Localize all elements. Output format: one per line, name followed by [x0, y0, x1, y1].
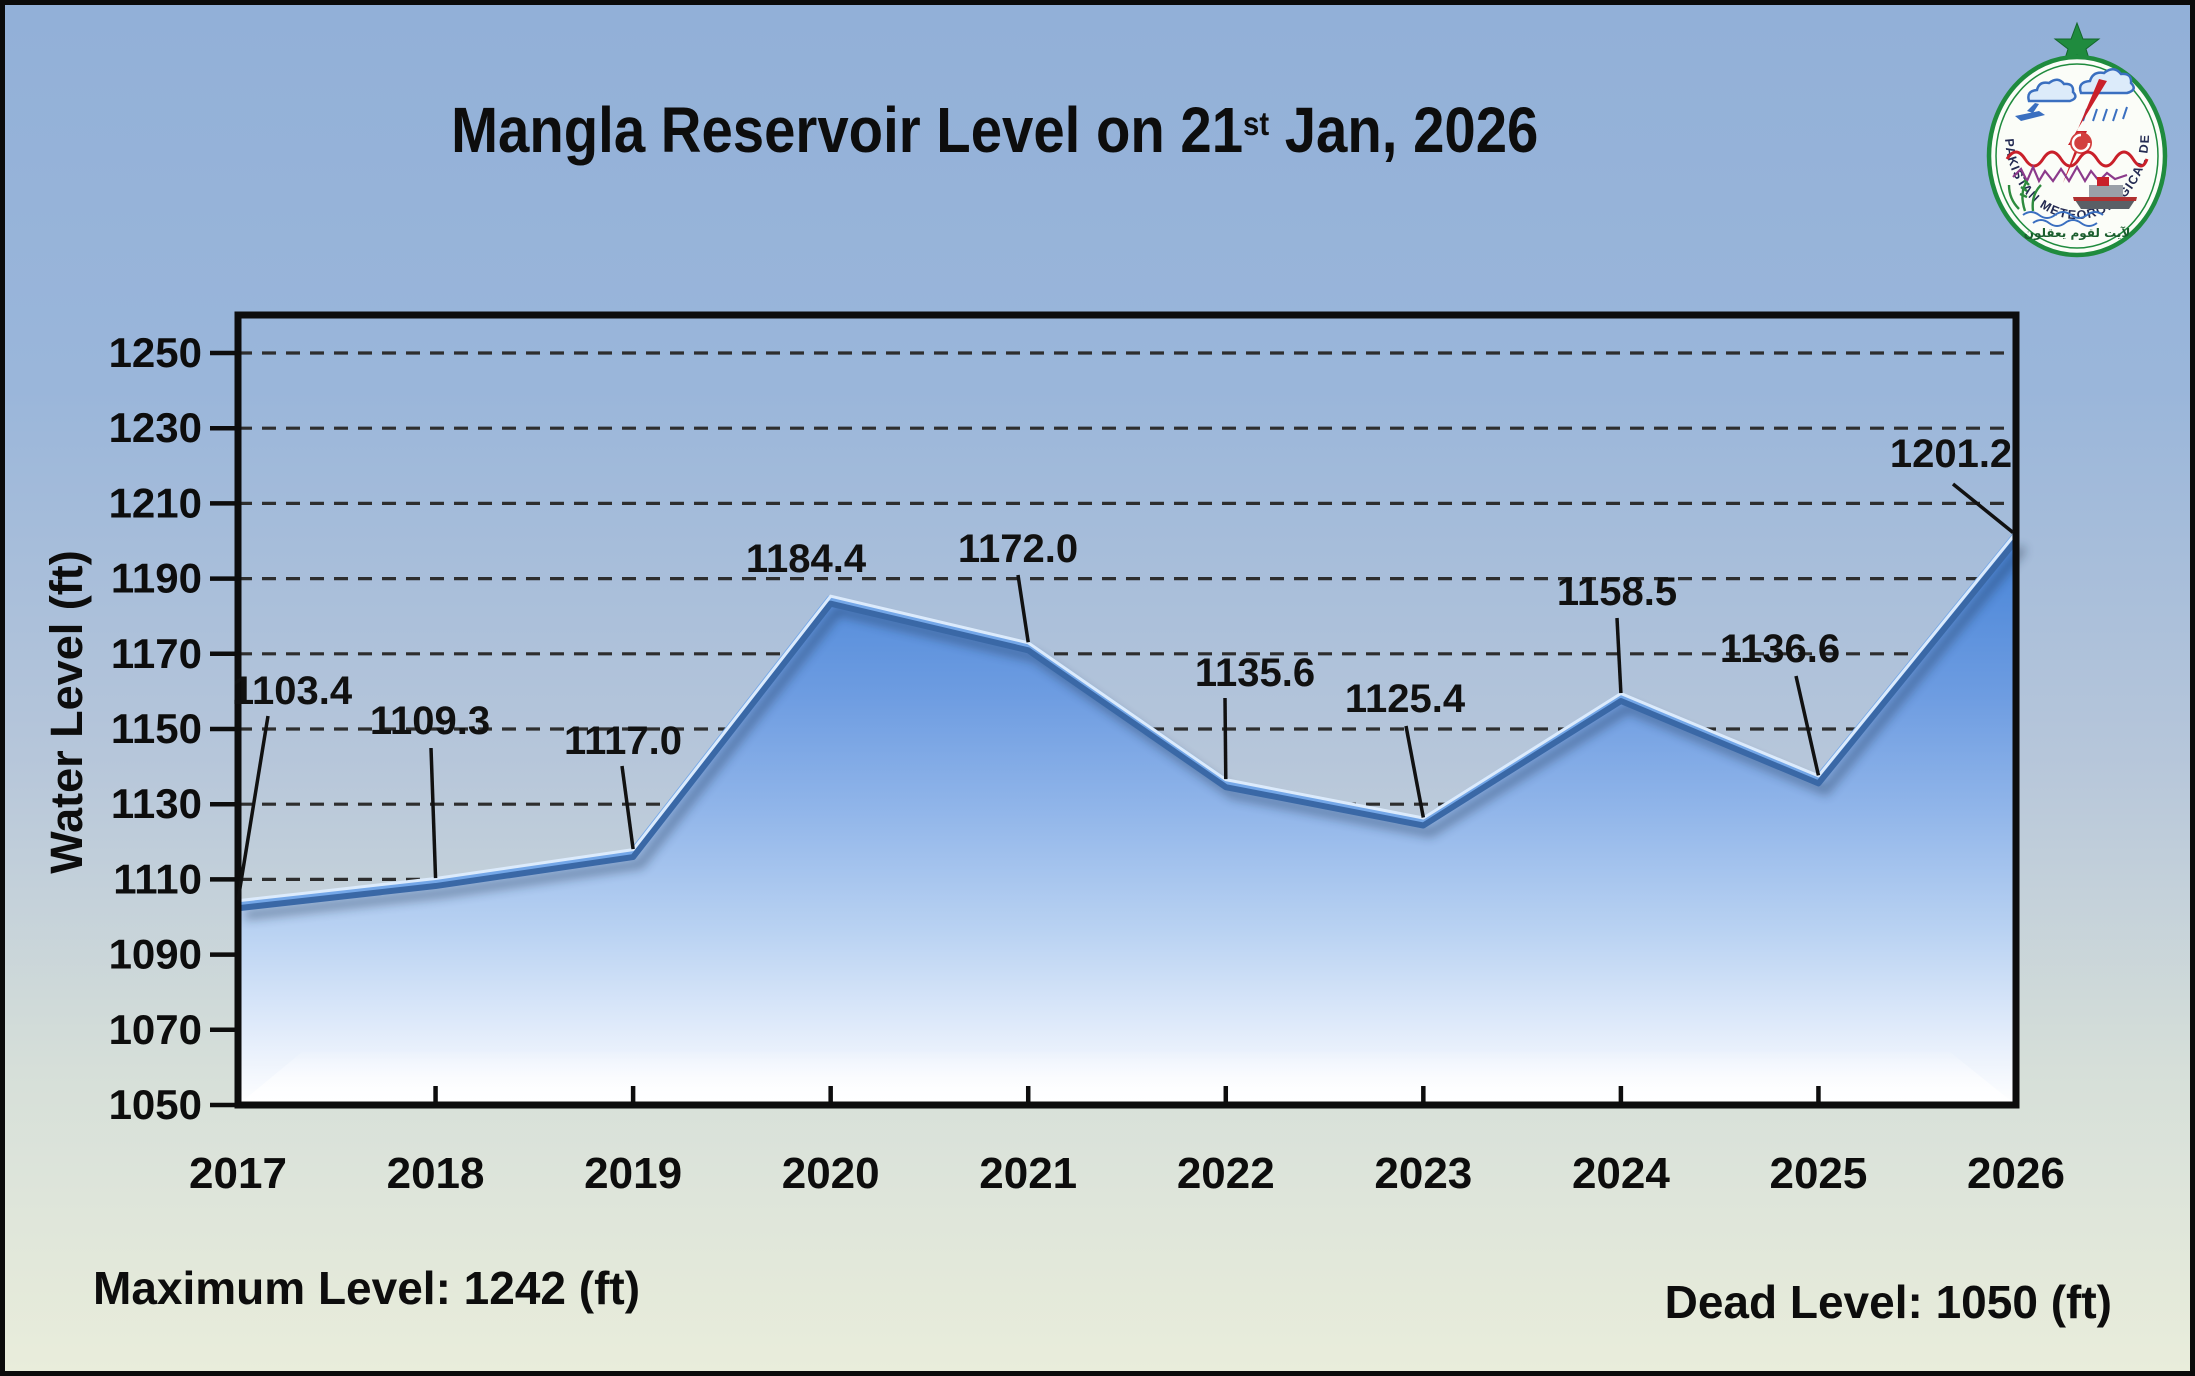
x-tick-label: 2022 — [1177, 1149, 1275, 1198]
leader-line — [1016, 574, 1030, 643]
data-value-label: 1125.4 — [1345, 677, 1466, 721]
leader-line — [1951, 482, 2015, 534]
leader-line — [1615, 617, 1623, 694]
x-tick-label: 2024 — [1572, 1149, 1670, 1198]
x-tick-label: 2017 — [189, 1149, 287, 1198]
temperature-curve-icon — [2005, 150, 2149, 168]
y-tick-label: 1130 — [111, 780, 202, 827]
area-fill — [238, 536, 2016, 1105]
edge-highlight — [237, 532, 2018, 903]
title-superscript: st — [1243, 106, 1270, 144]
floor-bevel — [238, 1052, 2016, 1105]
y-tick-label: 1190 — [111, 555, 202, 602]
y-tick-label: 1150 — [111, 705, 202, 752]
edge-shade — [237, 538, 2019, 912]
y-tick-label: 1110 — [113, 855, 202, 902]
airplane-icon — [2015, 103, 2045, 121]
x-tick-label: 2019 — [584, 1149, 682, 1198]
x-tick-label: 2018 — [387, 1149, 485, 1198]
data-value-label: 1136.6 — [1720, 627, 1840, 671]
x-tick-label: 2020 — [782, 1149, 880, 1198]
y-tick-label: 1090 — [109, 931, 202, 978]
title-text: Mangla Reservoir Level on 21 — [451, 94, 1244, 166]
y-tick-label: 1210 — [109, 479, 202, 526]
ship-icon — [2073, 177, 2137, 209]
page-title: Mangla Reservoir Level on 21st Jan, 2026 — [145, 93, 1845, 167]
y-axis-title: Water Level (ft) — [41, 550, 92, 873]
data-value-label: 1117.0 — [564, 719, 682, 763]
edge-line — [237, 533, 2020, 909]
x-tick-label: 2023 — [1374, 1149, 1472, 1198]
y-tick-label: 1230 — [109, 404, 202, 451]
logo-arabic-text: لآيت لقوم يعقلون — [2024, 226, 2131, 241]
x-tick-label: 2026 — [1967, 1149, 2065, 1198]
pmd-logo-icon: PAKISTAN METEOROLOGICAL DEPARTMENT — [1971, 8, 2168, 258]
wheat-icon — [2007, 179, 2042, 212]
leader-line — [429, 747, 438, 879]
logo-oval-inner — [1995, 63, 2159, 249]
leader-line — [1794, 675, 1821, 776]
maximum-level-text: Maximum Level: 1242 (ft) — [93, 1262, 641, 1314]
data-value-label: 1135.6 — [1195, 651, 1315, 695]
y-tick-label: 1050 — [109, 1081, 202, 1128]
leader-line — [620, 765, 635, 850]
dead-level-text: Dead Level: 1050 (ft) — [1664, 1276, 2112, 1328]
plot-annotations: 1050 1070 1090 1110 1130 1150 1170 1190 1210 1230… — [109, 329, 2065, 1198]
x-tick-label: 2021 — [979, 1149, 1077, 1198]
pmd-logo: PAKISTAN METEOROLOGICAL DEPARTMENT — [1971, 8, 2177, 267]
data-value-label: 1184.4 — [746, 537, 867, 581]
title-suffix: Jan, 2026 — [1269, 94, 1539, 166]
y-tick-label: 1250 — [109, 329, 202, 376]
y-tick-label: 1070 — [109, 1006, 202, 1053]
data-value-label: 1103.4 — [232, 669, 353, 713]
water-waves-icon — [2022, 211, 2104, 227]
leader-line — [236, 715, 270, 901]
data-value-label: 1172.0 — [958, 527, 1078, 571]
cyclone-spiral — [2071, 133, 2091, 153]
x-tick-label: 2025 — [1769, 1149, 1867, 1198]
lightning-icon — [2063, 79, 2107, 183]
data-value-label: 1109.3 — [370, 699, 490, 743]
data-value-label: 1201.2 — [1890, 432, 2012, 476]
plot-area — [237, 351, 2027, 1105]
plot-border — [234, 311, 2020, 1109]
y-tick-label: 1170 — [111, 630, 202, 677]
data-value-label: 1158.5 — [1557, 570, 1677, 614]
leader-line — [1404, 725, 1426, 818]
leader-line — [1223, 697, 1228, 780]
